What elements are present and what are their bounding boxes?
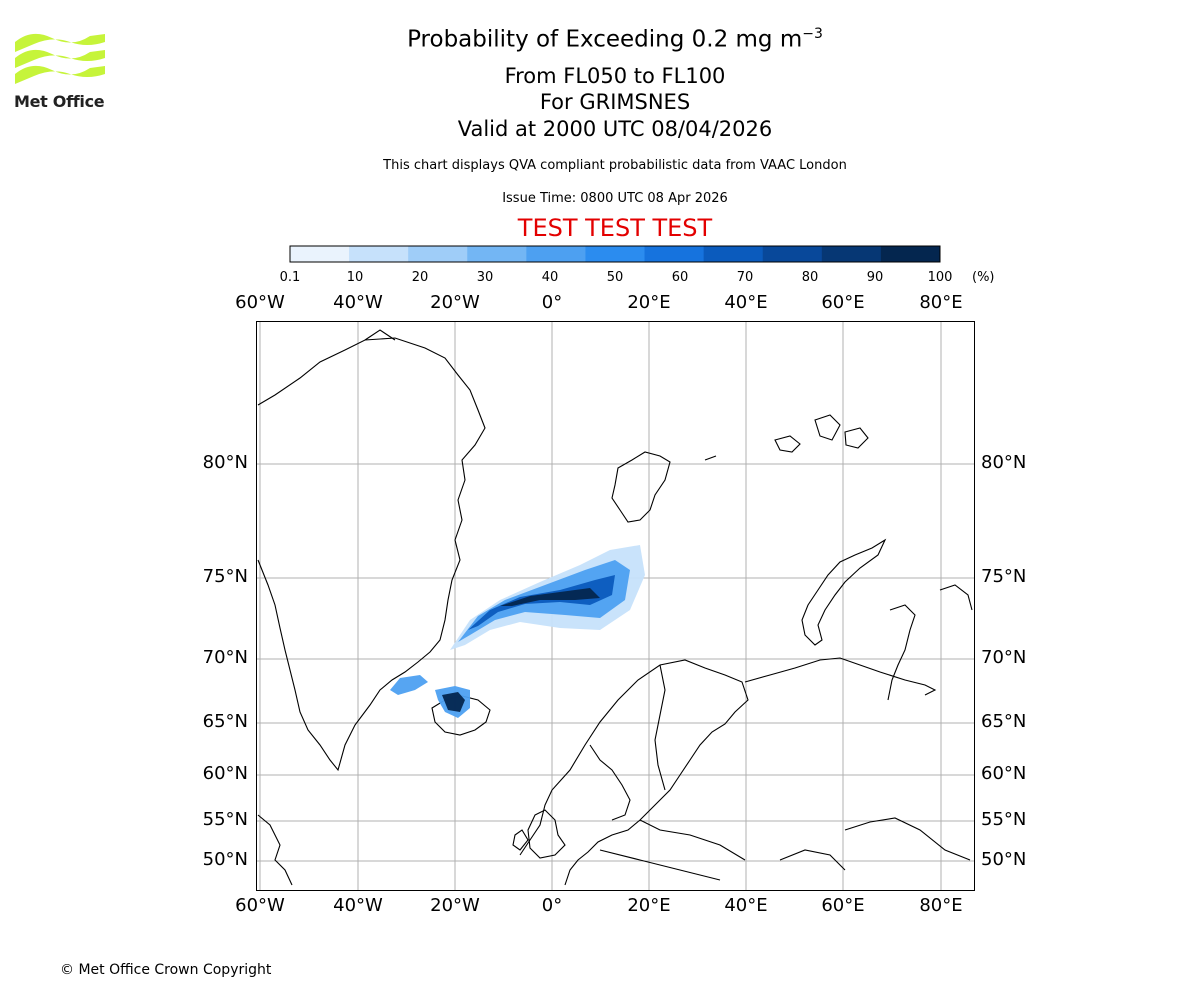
longitude-label: 40°E xyxy=(724,292,768,313)
longitude-label: 60°W xyxy=(235,292,285,313)
plume-region xyxy=(500,588,600,606)
colorbar-cell xyxy=(349,246,409,262)
longitude-label: 20°W xyxy=(430,292,480,313)
colorbar-tick-label: 70 xyxy=(736,270,754,285)
colorbar-tick-label: 30 xyxy=(476,270,494,285)
colorbar-tick-label: 0.1 xyxy=(279,270,301,285)
latitude-label: 80°N xyxy=(981,452,1027,473)
longitude-label: 0° xyxy=(541,895,563,916)
longitude-label: 40°W xyxy=(333,895,383,916)
plume-region xyxy=(390,675,428,695)
latitude-label: 50°N xyxy=(981,849,1027,870)
latitude-label: 55°N xyxy=(202,809,248,830)
valid-time: Valid at 2000 UTC 08/04/2026 xyxy=(457,117,773,141)
colorbar-tick-label: 10 xyxy=(346,270,364,285)
colorbar xyxy=(289,245,941,263)
colorbar-unit: (%) xyxy=(972,270,995,285)
longitude-label: 20°E xyxy=(627,895,671,916)
longitude-label: 40°W xyxy=(333,292,383,313)
colorbar-tick-label: 50 xyxy=(606,270,624,285)
longitude-label: 0° xyxy=(541,292,563,313)
longitude-label: 60°E xyxy=(821,292,865,313)
latitude-label: 65°N xyxy=(202,711,248,732)
map-panel xyxy=(256,321,975,891)
issue-time: Issue Time: 0800 UTC 08 Apr 2026 xyxy=(502,191,728,206)
flight-level-range: From FL050 to FL100 xyxy=(504,64,726,88)
longitude-label: 20°E xyxy=(627,292,671,313)
latitude-label: 50°N xyxy=(202,849,248,870)
colorbar-cell xyxy=(644,246,705,262)
latitude-label: 70°N xyxy=(202,647,248,668)
ash-plume xyxy=(390,545,645,718)
logo-wordmark: Met Office xyxy=(14,92,105,111)
colorbar-cell xyxy=(526,246,586,262)
longitude-label: 40°E xyxy=(724,895,768,916)
colorbar-tick-label: 20 xyxy=(411,270,429,285)
copyright: © Met Office Crown Copyright xyxy=(60,962,272,978)
met-office-logo xyxy=(15,33,105,84)
longitude-label: 60°W xyxy=(235,895,285,916)
colorbar-cell xyxy=(880,246,941,262)
longitude-label: 80°E xyxy=(919,895,963,916)
colorbar-cell xyxy=(290,246,350,262)
chart-description: This chart displays QVA compliant probab… xyxy=(383,158,847,173)
latitude-label: 75°N xyxy=(202,566,248,587)
colorbar-cell xyxy=(703,246,764,262)
latitude-label: 65°N xyxy=(981,711,1027,732)
coastlines xyxy=(257,329,973,886)
latitude-label: 70°N xyxy=(981,647,1027,668)
colorbar-cell xyxy=(467,246,527,262)
colorbar-cell xyxy=(821,246,882,262)
colorbar-tick-label: 80 xyxy=(801,270,819,285)
latitude-label: 60°N xyxy=(202,763,248,784)
plume-region xyxy=(442,692,465,712)
colorbar-cell xyxy=(762,246,823,262)
latitude-label: 60°N xyxy=(981,763,1027,784)
colorbar-tick-label: 40 xyxy=(541,270,559,285)
test-banner: TEST TEST TEST xyxy=(517,214,713,242)
volcano-name: For GRIMSNES xyxy=(539,90,691,114)
colorbar-cell xyxy=(585,246,646,262)
longitude-label: 60°E xyxy=(821,895,865,916)
colorbar-tick-label: 90 xyxy=(866,270,884,285)
chart-title: Probability of Exceeding 0.2 mg m−3 xyxy=(407,26,823,53)
latitude-label: 75°N xyxy=(981,566,1027,587)
plume-region xyxy=(468,575,615,630)
latitude-label: 55°N xyxy=(981,809,1027,830)
latitude-label: 80°N xyxy=(202,452,248,473)
colorbar-cell xyxy=(408,246,468,262)
longitude-label: 80°E xyxy=(919,292,963,313)
colorbar-tick-label: 60 xyxy=(671,270,689,285)
colorbar-tick-label: 100 xyxy=(927,270,953,285)
longitude-label: 20°W xyxy=(430,895,480,916)
